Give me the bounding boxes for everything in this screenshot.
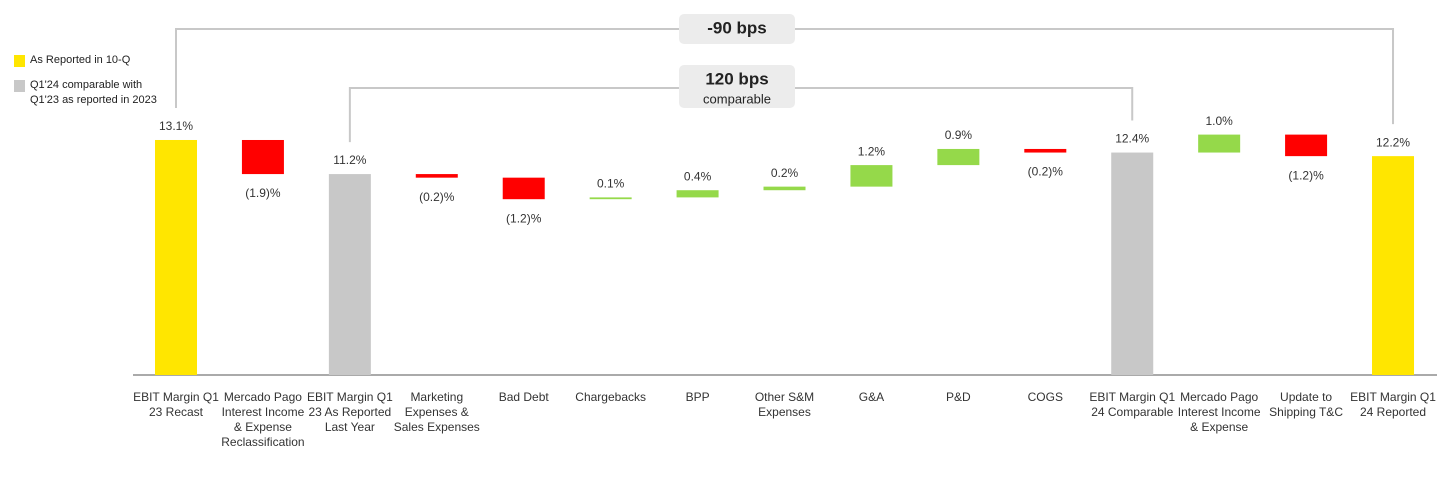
x-tick-label: EBIT Margin Q1 24 Reported	[1350, 390, 1436, 419]
bar	[1111, 152, 1154, 375]
x-tick-label: Update to Shipping T&C	[1269, 390, 1343, 419]
value-label: 0.1%	[597, 177, 625, 191]
x-tick-label: Mercado Pago Interest Income & Expense	[1177, 390, 1261, 434]
bar	[1285, 134, 1328, 157]
bar	[937, 148, 980, 166]
value-label: 11.2%	[333, 153, 366, 167]
x-tick-label: COGS	[1027, 390, 1063, 404]
legend-label: Q1'24 comparable with Q1'23 as reported …	[30, 79, 157, 106]
annotation-box	[679, 65, 795, 108]
x-tick-label: Bad Debt	[498, 390, 549, 404]
x-tick-label: BPP	[685, 390, 710, 404]
value-label: (1.2)%	[1288, 168, 1324, 182]
value-label: (1.2)%	[506, 211, 542, 225]
value-label: (1.9)%	[245, 186, 281, 200]
annotation-box	[679, 14, 795, 44]
bar	[502, 177, 545, 200]
value-label: (0.2)%	[1028, 165, 1064, 179]
bar	[1372, 156, 1415, 375]
value-label: (0.2)%	[419, 190, 455, 204]
bar	[676, 190, 719, 198]
bar	[763, 186, 806, 191]
x-tick-label: Mercado Pago Interest Income & Expense R…	[221, 390, 305, 449]
x-tick-label: Other S&M Expenses	[754, 390, 815, 419]
bar	[850, 165, 893, 187]
bar	[589, 197, 632, 200]
value-label: 0.9%	[945, 128, 973, 142]
legend-swatch	[14, 80, 25, 92]
bar	[415, 174, 458, 178]
value-label: 1.2%	[858, 144, 886, 158]
x-tick-label: G&A	[858, 390, 885, 404]
bar	[155, 139, 197, 375]
value-label: 13.1%	[159, 119, 193, 133]
x-tick-label: EBIT Margin Q1 23 Recast	[133, 390, 219, 419]
legend-label: As Reported in 10-Q	[30, 54, 131, 66]
annotation: -90 bps	[707, 18, 767, 37]
annotation-sub: comparable	[703, 91, 771, 106]
bar	[1198, 134, 1241, 153]
value-label: 0.4%	[684, 169, 712, 183]
x-tick-label: P&D	[946, 390, 971, 404]
value-label: 12.4%	[1115, 132, 1149, 146]
legend-swatch	[14, 55, 25, 67]
x-tick-label: Marketing Expenses & Sales Expenses	[393, 390, 480, 434]
bar	[328, 174, 371, 375]
bar	[241, 139, 284, 175]
value-label: 12.2%	[1376, 135, 1410, 149]
bar	[1024, 148, 1067, 153]
value-label: 1.0%	[1205, 114, 1233, 128]
annotation: 120 bps	[705, 69, 768, 88]
x-tick-label: EBIT Margin Q1 23 As Reported Last Year	[306, 390, 393, 434]
value-label: 0.2%	[771, 166, 799, 180]
x-tick-label: Chargebacks	[575, 390, 646, 404]
x-tick-label: EBIT Margin Q1 24 Comparable	[1089, 390, 1176, 419]
